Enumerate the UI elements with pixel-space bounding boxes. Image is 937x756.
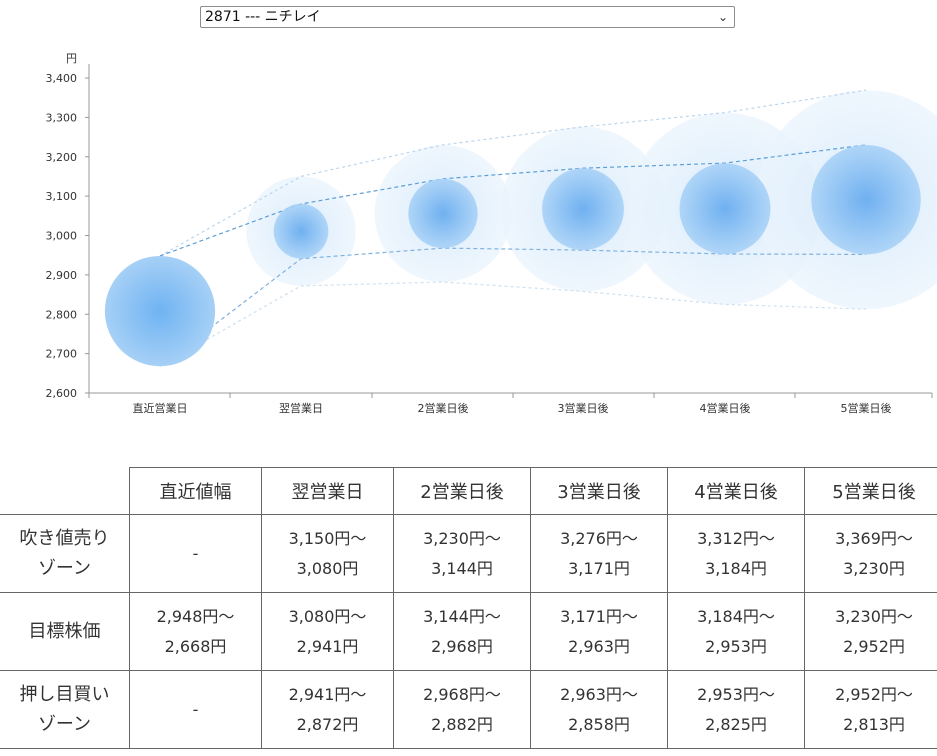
table-cell: 3,080円〜 2,941円 bbox=[261, 592, 394, 671]
y-tick-label: 2,700 bbox=[46, 348, 78, 361]
table-cell: 3,144円〜 2,968円 bbox=[393, 592, 531, 671]
table-cell: 2,948円〜 2,668円 bbox=[129, 592, 262, 671]
x-tick-label: 5営業日後 bbox=[841, 401, 892, 415]
y-tick-label: 2,900 bbox=[46, 269, 78, 282]
table-cell: 3,171円〜 2,963円 bbox=[530, 592, 668, 671]
y-tick-label: 3,000 bbox=[46, 230, 78, 243]
x-tick-label: 3営業日後 bbox=[558, 401, 609, 415]
table-row: 吹き値売り ゾーン -3,150円〜 3,080円 3,230円〜 3,144円 3,276… bbox=[0, 514, 937, 593]
table-cell: 2,952円〜 2,813円 bbox=[804, 670, 937, 749]
range-lines bbox=[159, 89, 867, 367]
table-row-label: 目標株価 bbox=[0, 592, 130, 671]
lower-line bbox=[159, 247, 867, 367]
table-cell: 3,276円〜 3,171円 bbox=[530, 514, 668, 593]
table-cell: 3,230円〜 3,144円 bbox=[393, 514, 531, 593]
inner-bubbles bbox=[104, 144, 921, 367]
chevron-down-icon: ⌄ bbox=[717, 10, 728, 24]
table-row: 押し目買い ゾーン -2,941円〜 2,872円 2,968円〜 2,882円 2,963… bbox=[0, 670, 937, 749]
forecast-table: 直近値幅 翌営業日 2営業日後 3営業日後 4営業日後 5営業日後 吹き値売り ゾーン -3,… bbox=[0, 467, 937, 749]
upper-line bbox=[159, 89, 867, 257]
x-tick-label: 翌営業日 bbox=[279, 401, 323, 415]
target-bubble bbox=[408, 178, 478, 249]
target-bubble bbox=[679, 163, 771, 255]
y-tick-label: 3,100 bbox=[46, 190, 78, 203]
table-row: 目標株価 2,948円〜 2,668円 3,080円〜 2,941円 3,144円〜 2,9… bbox=[0, 592, 937, 671]
target-line bbox=[159, 144, 867, 257]
bottom-line bbox=[159, 281, 867, 367]
stock-select-value: 2871 --- ニチレイ bbox=[205, 9, 321, 25]
table-corner bbox=[0, 467, 130, 515]
y-axis-unit: 円 bbox=[66, 52, 77, 65]
table-cell: 2,963円〜 2,858円 bbox=[530, 670, 668, 749]
target-bubble bbox=[811, 144, 921, 255]
y-tick-label: 3,200 bbox=[46, 151, 78, 164]
table-cell: 3,312円〜 3,184円 bbox=[667, 514, 805, 593]
table-cell: 3,150円〜 3,080円 bbox=[261, 514, 394, 593]
x-tick-label: 2営業日後 bbox=[418, 401, 469, 415]
table-cell: 2,953円〜 2,825円 bbox=[667, 670, 805, 749]
table-cell: 2,941円〜 2,872円 bbox=[261, 670, 394, 749]
axes: 円 2,600 2,700 2,800 2,900 3,000 3,100 3,200 3,30… bbox=[46, 52, 933, 415]
x-tick-label: 4営業日後 bbox=[700, 401, 751, 415]
table-cell: 3,230円〜 2,952円 bbox=[804, 592, 937, 671]
y-tick-label: 2,800 bbox=[46, 308, 78, 321]
target-bubble bbox=[542, 168, 624, 251]
table-header-cell: 翌営業日 bbox=[261, 467, 394, 515]
forecast-chart: 円 2,600 2,700 2,800 2,900 3,000 3,100 3,200 3,30… bbox=[46, 52, 937, 415]
table-cell: 3,369円〜 3,230円 bbox=[804, 514, 937, 593]
latest-range-bubble bbox=[104, 255, 216, 367]
x-tick-label: 直近営業日 bbox=[133, 401, 188, 415]
table-cell: - bbox=[129, 670, 262, 749]
table-cell: - bbox=[129, 514, 262, 593]
table-cell: 2,968円〜 2,882円 bbox=[393, 670, 531, 749]
table-header-cell: 4営業日後 bbox=[667, 467, 805, 515]
table-header-cell: 5営業日後 bbox=[804, 467, 937, 515]
table-row-label: 吹き値売り ゾーン bbox=[0, 514, 130, 593]
stock-select[interactable]: 2871 --- ニチレイ ⌄ bbox=[200, 6, 735, 28]
target-bubble bbox=[273, 203, 329, 259]
table-header-cell: 直近値幅 bbox=[129, 467, 262, 515]
y-tick-label: 3,400 bbox=[46, 72, 78, 85]
table-header-cell: 3営業日後 bbox=[530, 467, 668, 515]
y-tick-label: 2,600 bbox=[46, 387, 78, 400]
table-cell: 3,184円〜 2,953円 bbox=[667, 592, 805, 671]
y-tick-label: 3,300 bbox=[46, 111, 78, 124]
table-row-label: 押し目買い ゾーン bbox=[0, 670, 130, 749]
table-header-row: 直近値幅 翌営業日 2営業日後 3営業日後 4営業日後 5営業日後 bbox=[0, 467, 937, 515]
table-header-cell: 2営業日後 bbox=[393, 467, 531, 515]
